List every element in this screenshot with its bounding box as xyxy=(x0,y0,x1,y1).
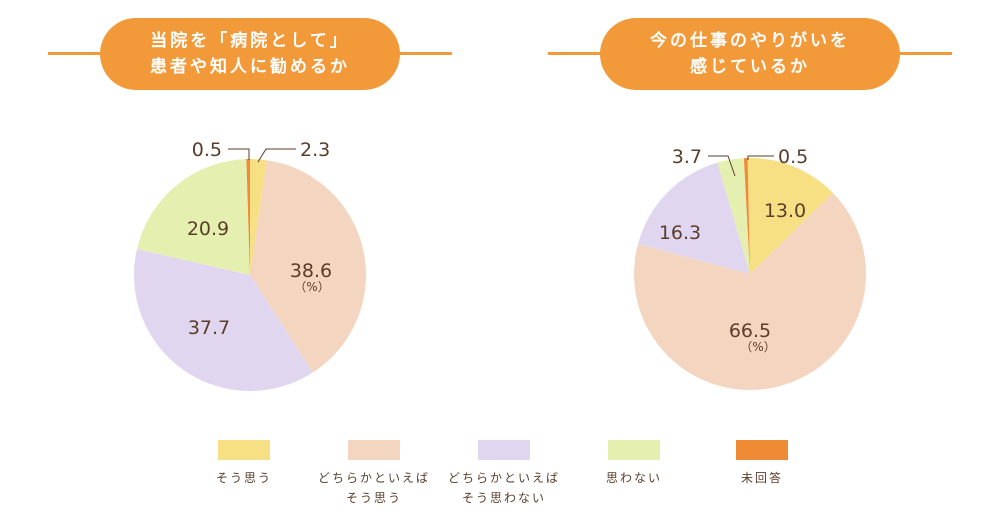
legend-label-somewhat-yes-2: そう思う xyxy=(345,491,402,505)
header-line-right-1 xyxy=(392,52,452,55)
pie-2-unit-label: （%） xyxy=(740,340,775,354)
legend-item-yes: そう思う xyxy=(174,440,314,488)
legend-label-somewhat-yes-1: どちらかといえば xyxy=(317,471,430,485)
legend-label-no: 思わない xyxy=(605,471,662,485)
pie-1-slice-yes xyxy=(250,159,267,275)
pie-1-leader-no-answer xyxy=(228,148,250,160)
pie-1-label-somewhat-yes: 38.6 xyxy=(290,260,332,282)
pie-1-label-no-answer: 0.5 xyxy=(192,139,222,161)
pie-1-label-no: 20.9 xyxy=(187,218,229,240)
chart-2-title-line1: 今の仕事のやりがいを xyxy=(650,31,850,51)
legend-label-somewhat-no-1: どちらかといえば xyxy=(447,471,560,485)
pie-2-leader-no-answer xyxy=(747,155,774,160)
chart-1-title-pill: 当院を「病院として」 患者や知人に勧めるか xyxy=(100,18,400,90)
legend-swatch-somewhat-no xyxy=(478,440,530,460)
pie-1-slice-no-answer xyxy=(246,159,250,275)
legend-label-yes: そう思う xyxy=(215,471,272,485)
pie-1-leader-yes xyxy=(257,148,296,163)
chart-1-title-line2: 患者や知人に勧めるか xyxy=(150,57,350,77)
pie-2-slice-yes xyxy=(747,158,833,274)
legend-label-no-answer: 未回答 xyxy=(740,471,783,485)
legend-item-somewhat-no: どちらかといえば そう思わない xyxy=(434,440,574,508)
header-line-left-1 xyxy=(48,52,108,55)
legend-item-no-answer: 未回答 xyxy=(692,440,832,488)
pie-1-label-yes: 2.3 xyxy=(300,139,330,161)
legend-swatch-no-answer xyxy=(736,440,788,460)
legend-swatch-no xyxy=(608,440,660,460)
pie-2-slice-no xyxy=(717,158,750,274)
pie-chart-1: 2.3 38.6 37.7 20.9 0.5 （%） xyxy=(133,139,367,392)
chart-1-title-line1: 当院を「病院として」 xyxy=(150,31,350,51)
pie-2-label-yes: 13.0 xyxy=(764,200,806,222)
pie-2-label-no-answer: 0.5 xyxy=(778,146,808,168)
pie-2-label-somewhat-yes: 66.5 xyxy=(729,320,771,342)
pie-2-label-no: 3.7 xyxy=(672,146,702,168)
pie-2-slice-no-answer xyxy=(743,158,750,274)
pie-2-leader-no xyxy=(708,155,736,177)
pie-1-unit-label: （%） xyxy=(294,280,329,294)
header-line-left-2 xyxy=(548,52,608,55)
legend-swatch-yes xyxy=(218,440,270,460)
pie-1-slice-somewhat-no xyxy=(133,248,313,392)
pie-chart-2: 13.0 66.5 16.3 3.7 0.5 （%） xyxy=(633,146,866,390)
legend-item-no: 思わない xyxy=(564,440,704,488)
pie-2-slice-somewhat-no xyxy=(637,162,750,274)
pie-1-label-somewhat-no: 37.7 xyxy=(188,317,230,339)
pie-1-slice-no xyxy=(136,159,250,275)
pie-1-slice-somewhat-yes xyxy=(250,160,367,373)
legend-label-somewhat-no-2: そう思わない xyxy=(461,491,546,505)
header-line-right-2 xyxy=(892,52,952,55)
chart-2-title-pill: 今の仕事のやりがいを 感じているか xyxy=(600,18,900,90)
pie-2-label-somewhat-no: 16.3 xyxy=(659,222,701,244)
chart-2-title-line2: 感じているか xyxy=(690,57,810,77)
legend-item-somewhat-yes: どちらかといえば そう思う xyxy=(304,440,444,508)
legend-swatch-somewhat-yes xyxy=(348,440,400,460)
pie-2-slice-somewhat-yes xyxy=(633,192,866,390)
